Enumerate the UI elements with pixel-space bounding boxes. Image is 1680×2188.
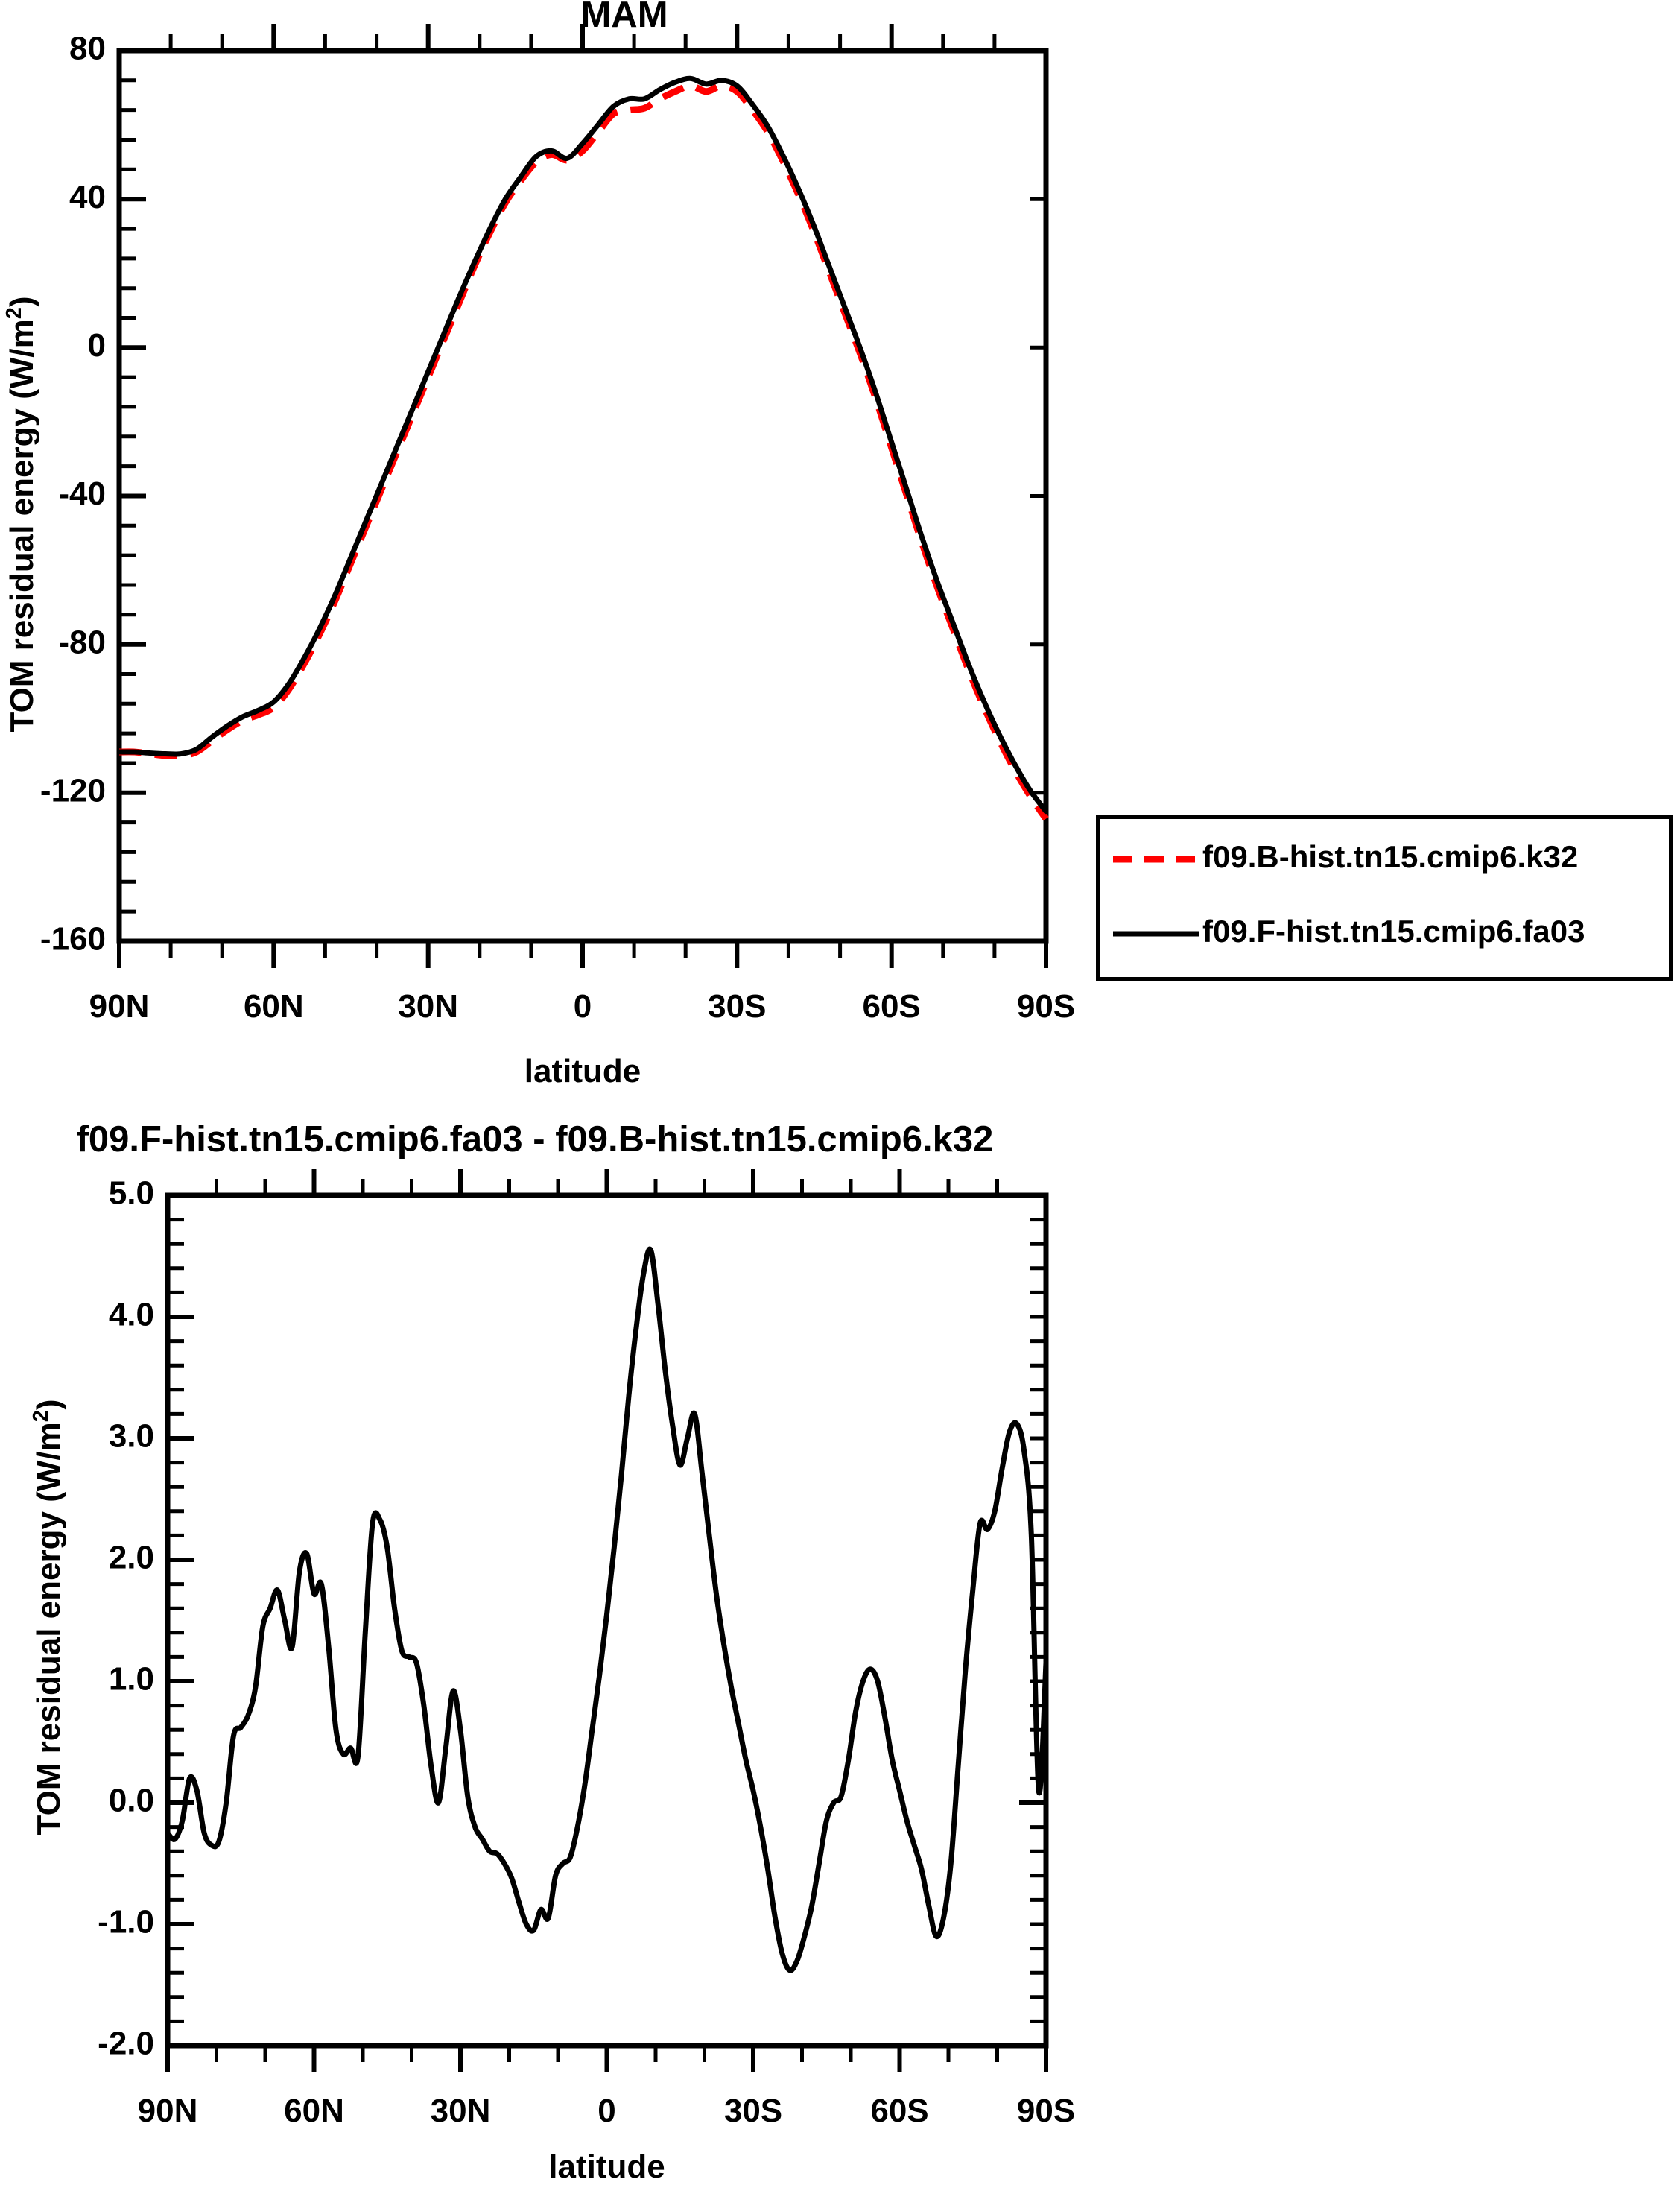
bottom-ytick-label: 3.0 — [109, 1418, 154, 1455]
legend-label-1: f09.F-hist.tn15.cmip6.fa03 — [1202, 914, 1585, 949]
legend-label-0: f09.B-hist.tn15.cmip6.k32 — [1202, 839, 1578, 874]
bottom-ytick-label: -2.0 — [98, 2026, 154, 2062]
bottom-xtick-label: 30N — [431, 2093, 491, 2129]
bottom-panel-ylabel: TOM residual energy (W/m2) — [29, 1400, 67, 1836]
bottom-xtick-label: 30S — [724, 2093, 782, 2129]
top-xtick-label: 90N — [89, 988, 150, 1025]
bottom-ytick-label: 2.0 — [109, 1540, 154, 1576]
top-panel-ylabel: TOM residual energy (W/m2) — [2, 297, 40, 733]
bottom-xtick-label: 60S — [870, 2093, 928, 2129]
top-panel-xticks: 90N 60N 30N 0 30S 60S 90S — [89, 24, 1076, 1025]
bottom-panel: TOM residual energy (W/m2) — [29, 1169, 1075, 2185]
bottom-panel-yticks: 5.0 4.0 3.0 2.0 1.0 0.0 -1.0 -2.0 — [98, 1175, 1046, 2062]
top-panel: MAM TOM residual energy (W/m2) — [2, 0, 1075, 1090]
bottom-xtick-label: 90N — [138, 2093, 198, 2129]
difference-title: f09.F-hist.tn15.cmip6.fa03 - f09.B-hist.… — [77, 1119, 994, 1160]
top-panel-ylabel-group: TOM residual energy (W/m2) — [2, 297, 40, 733]
series-line-f-hist — [119, 78, 1046, 811]
top-ytick-label: -160 — [40, 921, 106, 958]
top-panel-xlabel: latitude — [524, 1053, 641, 1090]
bottom-panel-ylabel-group: TOM residual energy (W/m2) — [29, 1400, 67, 1836]
bottom-xtick-label: 60N — [284, 2093, 344, 2129]
bottom-ytick-label: -1.0 — [98, 1904, 154, 1941]
bottom-panel-xlabel: latitude — [548, 2149, 665, 2185]
top-ytick-label: 80 — [69, 31, 106, 67]
bottom-ytick-label: 1.0 — [109, 1661, 154, 1698]
top-ytick-label: -80 — [58, 624, 106, 660]
bottom-ytick-label: 0.0 — [109, 1783, 154, 1819]
legend: f09.B-hist.tn15.cmip6.k32 f09.F-hist.tn1… — [1098, 817, 1671, 979]
figure-root: MAM TOM residual energy (W/m2) — [0, 0, 1680, 2188]
bottom-ytick-label: 4.0 — [109, 1297, 154, 1333]
bottom-ytick-label: 5.0 — [109, 1175, 154, 1212]
top-xtick-label: 90S — [1017, 988, 1075, 1025]
series-line-difference — [168, 1249, 1046, 1970]
bottom-xtick-label: 90S — [1017, 2093, 1075, 2129]
top-panel-yticks: 80 40 0 -40 -80 -120 -160 — [40, 31, 1046, 958]
top-panel-title: MAM — [580, 0, 668, 35]
top-ytick-label: 0 — [88, 327, 106, 364]
bottom-xtick-label: 0 — [597, 2093, 615, 2129]
top-xtick-label: 60N — [244, 988, 304, 1025]
top-ytick-label: -120 — [40, 772, 106, 809]
bottom-panel-xticks: 90N 60N 30N 0 30S 60S 90S — [138, 1169, 1076, 2129]
top-ytick-label: 40 — [69, 179, 106, 215]
top-xtick-label: 60S — [863, 988, 921, 1025]
chart-canvas: MAM TOM residual energy (W/m2) — [0, 0, 1680, 2188]
top-xtick-label: 0 — [574, 988, 592, 1025]
top-xtick-label: 30N — [398, 988, 458, 1025]
top-xtick-label: 30S — [708, 988, 766, 1025]
top-ytick-label: -40 — [58, 475, 106, 512]
